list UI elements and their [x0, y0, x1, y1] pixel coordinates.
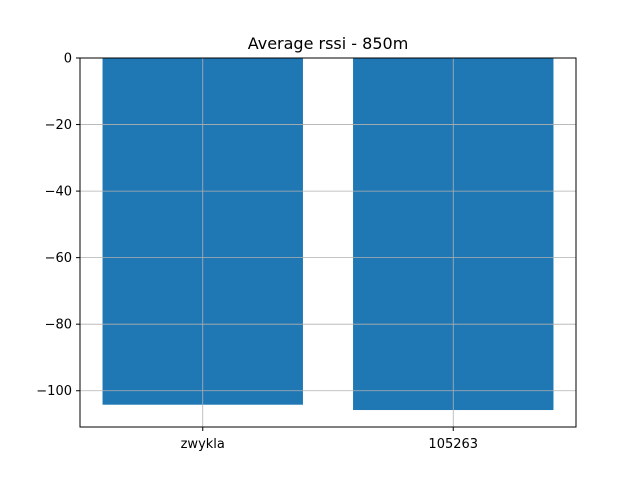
y-tick-label-4: −80: [45, 318, 72, 333]
y-tick-label-3: −60: [45, 251, 72, 266]
y-tick-label-1: −20: [45, 118, 72, 133]
x-tick-label-105263: 105263: [428, 437, 478, 452]
ticks-layer: 0 −20 −40 −60 −80 −100 zwykla 105263: [36, 52, 478, 453]
chart-title: Average rssi - 850m: [248, 34, 409, 53]
x-tick-label-zwykla: zwykla: [181, 437, 225, 452]
y-tick-label-5: −100: [36, 384, 72, 399]
y-tick-label-2: −40: [45, 185, 72, 200]
plot-frame: [79, 57, 577, 428]
y-tick-label-0: 0: [64, 52, 72, 67]
